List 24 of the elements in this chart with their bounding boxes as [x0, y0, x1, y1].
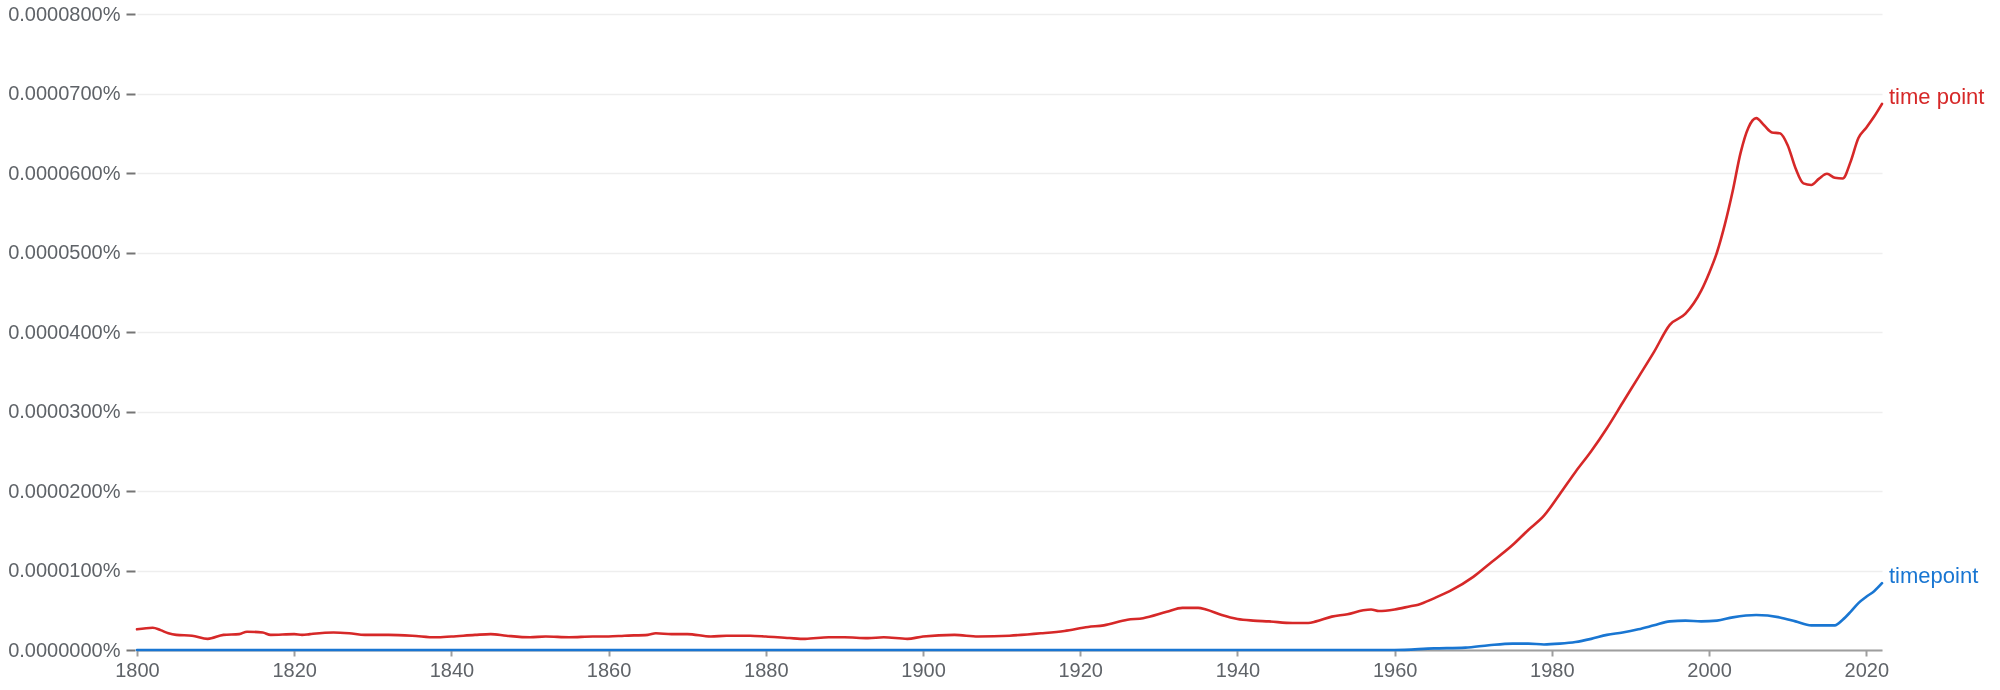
x-tick-label: 2020 — [1844, 658, 1890, 681]
y-tick-label: 0.0000200% — [8, 479, 121, 502]
line-series — [135, 102, 1884, 641]
x-tick-label: 2000 — [1687, 658, 1732, 681]
x-tick-label: 1820 — [272, 658, 317, 681]
x-tick-label: 1900 — [901, 658, 946, 681]
y-tick-label: 0.0000400% — [8, 320, 121, 343]
x-tick-label: 1980 — [1530, 658, 1575, 681]
series-label: timepoint — [1889, 563, 1979, 589]
y-tick-label: 0.0000100% — [8, 559, 121, 581]
y-tick-label: 0.0000700% — [8, 82, 121, 104]
y-tick-label: 0.0000800% — [8, 2, 121, 25]
y-tick-label: 0.0000000% — [8, 638, 121, 661]
series-label: time point — [1889, 83, 1985, 109]
x-tick-label: 1800 — [115, 658, 160, 681]
y-tick-label: 0.0000500% — [8, 241, 121, 263]
x-tick-label: 1860 — [586, 658, 632, 681]
x-tick-label: 1960 — [1372, 658, 1418, 681]
x-tick-label: 1920 — [1058, 658, 1103, 681]
y-tick-label: 0.0000300% — [8, 400, 121, 422]
x-tick-label: 1880 — [744, 658, 789, 681]
x-tick-label: 1840 — [429, 658, 475, 681]
x-tick-label: 1940 — [1215, 658, 1261, 681]
y-tick-label: 0.0000600% — [8, 161, 121, 184]
